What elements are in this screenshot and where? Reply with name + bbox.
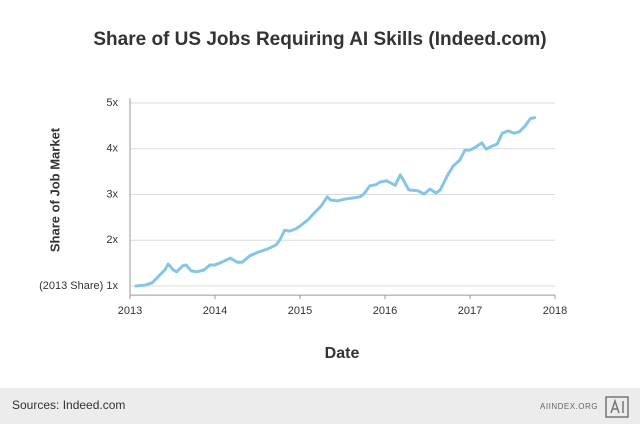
y-tick-label: 5x <box>106 97 118 109</box>
brand: AIINDEX.ORG <box>540 402 598 411</box>
brand-logo <box>605 396 629 418</box>
y-tick-label: (2013 Share) 1x <box>39 280 118 292</box>
y-tick-label: 2x <box>106 234 118 246</box>
x-axis-title: Date <box>325 345 360 362</box>
logo-glyph <box>610 398 624 414</box>
y-tick-label: 3x <box>106 188 118 200</box>
y-tick-label: 4x <box>106 143 118 155</box>
x-tick-label: 2015 <box>288 305 312 317</box>
x-tick-label: 2018 <box>543 305 567 317</box>
x-tick-label: 2014 <box>203 305 227 317</box>
data-line <box>134 116 537 288</box>
x-tick-label: 2017 <box>458 305 482 317</box>
chart-title: Share of US Jobs Requiring AI Skills (In… <box>93 29 546 50</box>
footer <box>0 388 640 424</box>
y-axis-title: Share of Job Market <box>47 127 62 252</box>
source: Sources: Indeed.com <box>12 398 125 412</box>
x-tick-label: 2013 <box>118 305 142 317</box>
logo-box <box>605 396 629 418</box>
x-tick-label: 2016 <box>373 305 397 317</box>
